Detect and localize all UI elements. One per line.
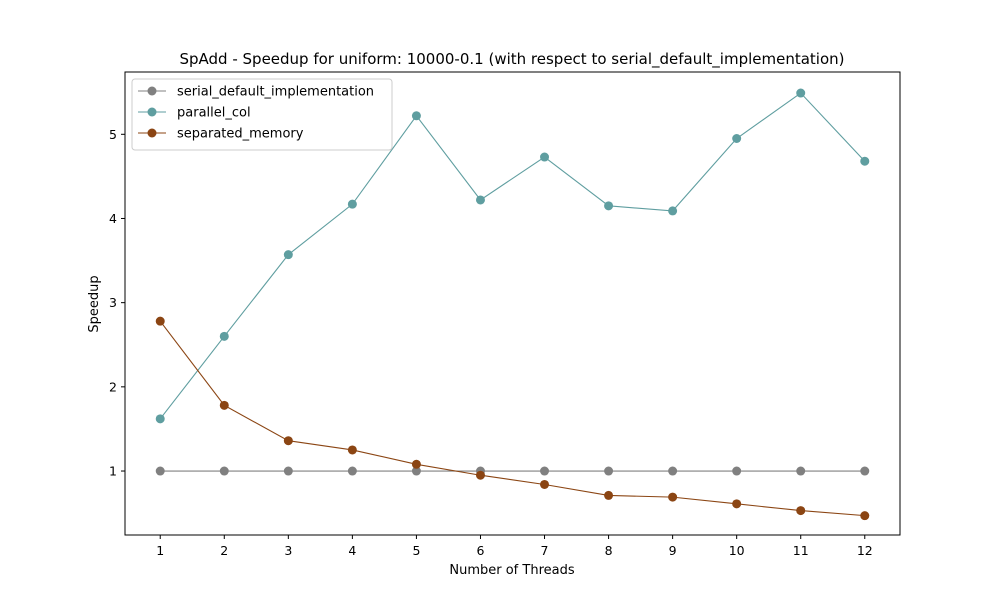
data-point bbox=[732, 134, 742, 144]
x-tick-label: 10 bbox=[729, 543, 745, 558]
x-tick-label: 2 bbox=[220, 543, 228, 558]
data-point bbox=[283, 466, 293, 476]
legend-box bbox=[131, 78, 393, 151]
data-point bbox=[347, 199, 357, 209]
y-axis-label: Speedup bbox=[87, 275, 102, 332]
legend-label: parallel_col bbox=[177, 106, 251, 121]
series-parallel_col bbox=[155, 88, 870, 424]
data-point bbox=[155, 466, 165, 476]
legend-label: serial_default_implementation bbox=[177, 85, 374, 100]
data-point bbox=[668, 466, 678, 476]
data-point bbox=[283, 250, 293, 260]
data-point bbox=[732, 499, 742, 509]
y-tick-label: 2 bbox=[109, 379, 117, 394]
data-point bbox=[668, 492, 678, 502]
data-point bbox=[604, 490, 614, 500]
data-point bbox=[155, 316, 165, 326]
x-tick-label: 1 bbox=[156, 543, 164, 558]
x-tick-label: 3 bbox=[284, 543, 292, 558]
data-point bbox=[411, 459, 421, 469]
data-point bbox=[155, 414, 165, 424]
legend-item: serial_default_implementation bbox=[138, 85, 374, 100]
x-tick-label: 5 bbox=[412, 543, 420, 558]
data-point bbox=[860, 511, 870, 521]
data-point bbox=[219, 400, 229, 410]
y-tick-label: 3 bbox=[109, 295, 117, 310]
legend-label: separated_memory bbox=[177, 127, 304, 142]
x-tick-label: 12 bbox=[857, 543, 873, 558]
data-point bbox=[411, 466, 421, 476]
data-point bbox=[219, 331, 229, 341]
legend-marker bbox=[147, 128, 157, 138]
x-axis: 1 2 3 4 5 6 7 8 9 10 11 12 bbox=[156, 535, 873, 558]
plot-area bbox=[155, 88, 870, 521]
data-point bbox=[283, 436, 293, 446]
chart-title: SpAdd - Speedup for uniform: 10000-0.1 (… bbox=[180, 50, 845, 69]
legend-marker bbox=[147, 86, 157, 96]
data-point bbox=[540, 466, 550, 476]
x-tick-label: 7 bbox=[541, 543, 549, 558]
data-point bbox=[860, 156, 870, 166]
data-point bbox=[540, 479, 550, 489]
data-point bbox=[411, 111, 421, 121]
x-tick-label: 11 bbox=[793, 543, 809, 558]
legend-marker bbox=[147, 107, 157, 117]
data-point bbox=[347, 445, 357, 455]
data-point bbox=[796, 506, 806, 516]
x-axis-label: Number of Threads bbox=[449, 563, 574, 578]
x-tick-label: 8 bbox=[605, 543, 613, 558]
data-point bbox=[796, 88, 806, 98]
x-tick-label: 4 bbox=[348, 543, 356, 558]
plot-frame bbox=[124, 71, 901, 536]
y-axis: 1 2 3 4 5 bbox=[109, 127, 125, 479]
data-point bbox=[860, 466, 870, 476]
data-point bbox=[540, 152, 550, 162]
legend-item: parallel_col bbox=[138, 106, 251, 121]
data-point bbox=[475, 470, 485, 480]
series-separated_memory bbox=[155, 316, 870, 521]
legend: serial_default_implementation parallel_co… bbox=[131, 78, 393, 151]
data-point bbox=[604, 201, 614, 211]
series-line bbox=[159, 320, 865, 517]
data-point bbox=[219, 466, 229, 476]
data-point bbox=[796, 466, 806, 476]
data-point bbox=[732, 466, 742, 476]
data-point bbox=[475, 195, 485, 205]
y-tick-label: 5 bbox=[109, 127, 117, 142]
y-tick-label: 4 bbox=[109, 211, 117, 226]
series-line bbox=[159, 92, 866, 420]
legend-item: separated_memory bbox=[138, 127, 304, 142]
data-point bbox=[668, 206, 678, 216]
x-tick-label: 6 bbox=[476, 543, 484, 558]
data-point bbox=[347, 466, 357, 476]
data-point bbox=[604, 466, 614, 476]
y-tick-label: 1 bbox=[109, 464, 117, 479]
x-tick-label: 9 bbox=[669, 543, 677, 558]
